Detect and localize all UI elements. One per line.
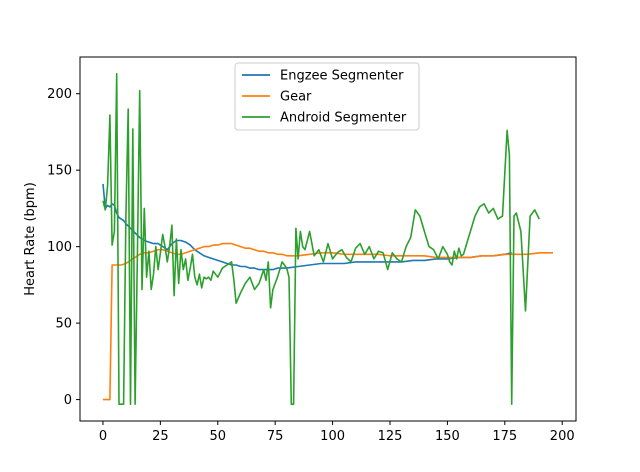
x-tick-label: 200 [550, 429, 575, 444]
y-tick-label: 150 [47, 164, 72, 179]
legend: Engzee Segmenter Gear Android Segmenter [234, 62, 420, 131]
x-tick-label: 100 [320, 429, 345, 444]
axes-frame [79, 56, 577, 422]
x-tick-label: 75 [267, 429, 284, 444]
series-line-android-segmenter [102, 73, 541, 406]
y-tick-label: 0 [64, 393, 72, 408]
y-axis: 0 50 100 150 200 [47, 87, 80, 408]
x-tick-label: 50 [210, 429, 227, 444]
x-tick-label: 0 [99, 429, 107, 444]
y-tick-label: 50 [55, 317, 72, 332]
y-tick-label: 100 [47, 240, 72, 255]
legend-label-engzee-segmenter: Engzee Segmenter [280, 69, 404, 84]
legend-label-gear: Gear [280, 90, 312, 105]
legend-label-android-segmenter: Android Segmenter [280, 111, 407, 126]
x-tick-label: 175 [492, 429, 517, 444]
y-tick-label: 200 [47, 87, 72, 102]
x-tick-label: 25 [152, 429, 169, 444]
x-tick-label: 150 [435, 429, 460, 444]
y-axis-label: Heart Rate (bpm) [23, 182, 38, 296]
plot-area [102, 73, 553, 406]
series-line-gear [103, 242, 553, 401]
x-axis: 0 25 50 75 100 125 150 175 200 [99, 421, 575, 444]
x-tick-label: 125 [378, 429, 403, 444]
legend-box [234, 62, 420, 131]
